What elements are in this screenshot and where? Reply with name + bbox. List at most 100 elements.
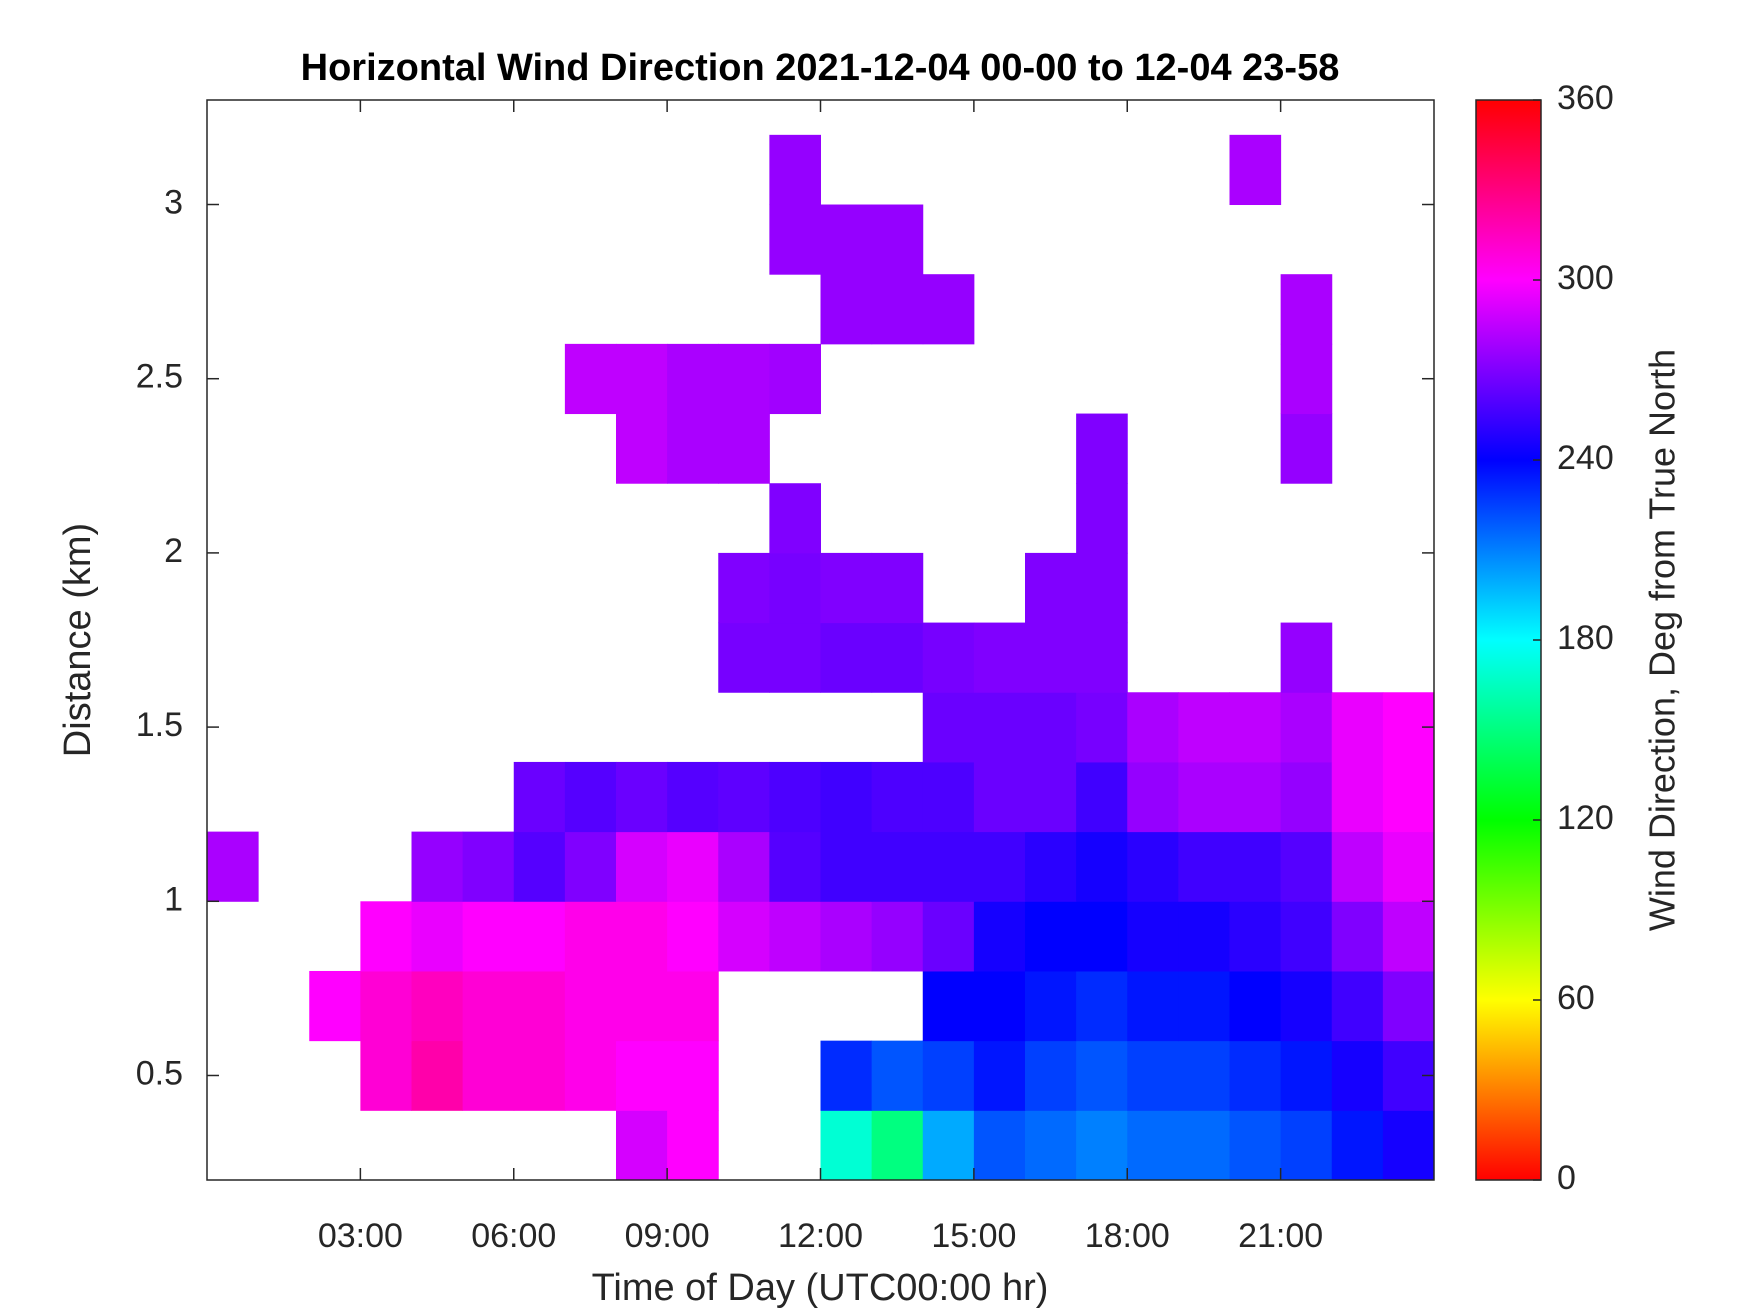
heatmap-cell — [820, 831, 873, 902]
heatmap-cell — [1076, 1110, 1128, 1180]
heatmap-cell — [973, 901, 1026, 972]
x-tick-label: 03:00 — [318, 1217, 403, 1255]
heatmap-cell — [769, 204, 821, 275]
heatmap-cell — [922, 622, 975, 693]
heatmap — [207, 134, 1434, 1180]
heatmap-cell — [820, 761, 873, 833]
heatmap-cell — [1280, 1040, 1333, 1111]
heatmap-cell — [616, 761, 668, 833]
heatmap-cell — [922, 901, 975, 972]
heatmap-cell — [667, 343, 719, 415]
heatmap-cell — [616, 901, 668, 972]
heatmap-cell — [769, 483, 821, 554]
heatmap-cell — [1178, 901, 1230, 972]
y-tick-label: 1 — [164, 880, 183, 918]
heatmap-cell — [718, 761, 770, 833]
heatmap-cell — [667, 761, 719, 833]
heatmap-cell — [973, 1110, 1026, 1180]
heatmap-cell — [309, 970, 361, 1042]
heatmap-cell — [1025, 552, 1077, 624]
heatmap-cell — [616, 343, 668, 415]
heatmap-cell — [360, 901, 412, 972]
heatmap-cell — [411, 1040, 464, 1111]
heatmap-cell — [871, 274, 924, 345]
heatmap-cell — [1229, 970, 1282, 1042]
heatmap-cell — [1025, 692, 1077, 763]
heatmap-cell — [360, 970, 412, 1042]
heatmap-cell — [871, 831, 924, 902]
heatmap-cell — [1229, 692, 1282, 763]
heatmap-cell — [718, 343, 770, 415]
heatmap-cell — [513, 901, 566, 972]
heatmap-cell — [973, 831, 1026, 902]
heatmap-cell — [616, 1110, 668, 1180]
heatmap-cell — [667, 831, 719, 902]
x-tick-label: 06:00 — [471, 1217, 556, 1255]
heatmap-cell — [769, 343, 821, 415]
heatmap-cell — [462, 901, 515, 972]
heatmap-cell — [922, 1110, 975, 1180]
heatmap-cell — [1382, 831, 1434, 902]
x-axis-label: Time of Day (UTC00:00 hr) — [592, 1267, 1049, 1309]
colorbar-tick-label: 60 — [1557, 979, 1595, 1017]
heatmap-cell — [1382, 901, 1434, 972]
heatmap-cell — [1178, 761, 1230, 833]
x-tick-label: 09:00 — [625, 1217, 710, 1255]
heatmap-cell — [411, 901, 464, 972]
heatmap-cell — [718, 901, 770, 972]
heatmap-cell — [718, 552, 770, 624]
heatmap-cell — [1178, 1110, 1230, 1180]
heatmap-cell — [1025, 1040, 1077, 1111]
heatmap-cell — [1025, 901, 1077, 972]
heatmap-cell — [1076, 970, 1128, 1042]
heatmap-cell — [1127, 1110, 1179, 1180]
x-tick-label: 21:00 — [1238, 1217, 1323, 1255]
y-tick-label: 3 — [164, 184, 183, 222]
heatmap-cell — [973, 692, 1026, 763]
heatmap-cell — [1229, 761, 1282, 833]
heatmap-cell — [1025, 1110, 1077, 1180]
heatmap-cell — [922, 831, 975, 902]
colorbar-tick-label: 360 — [1557, 79, 1614, 117]
heatmap-cell — [564, 761, 617, 833]
heatmap-cell — [1178, 831, 1230, 902]
heatmap-cell — [1280, 970, 1333, 1042]
colorbar-tick-label: 300 — [1557, 259, 1614, 297]
heatmap-cell — [1178, 692, 1230, 763]
heatmap-cell — [871, 204, 924, 275]
heatmap-cell — [820, 901, 873, 972]
heatmap-cell — [718, 622, 770, 693]
heatmap-cell — [616, 970, 668, 1042]
heatmap-cell — [718, 831, 770, 902]
heatmap-cell — [667, 901, 719, 972]
heatmap-cell — [462, 831, 515, 902]
heatmap-cell — [616, 831, 668, 902]
heatmap-cell — [1025, 761, 1077, 833]
heatmap-cell — [1127, 761, 1179, 833]
heatmap-cell — [360, 1040, 412, 1111]
heatmap-cell — [462, 970, 515, 1042]
y-tick-label: 0.5 — [136, 1054, 183, 1092]
heatmap-cell — [667, 1110, 719, 1180]
heatmap-cell — [1280, 831, 1333, 902]
heatmap-cell — [1076, 1040, 1128, 1111]
heatmap-cell — [1076, 901, 1128, 972]
heatmap-cell — [973, 1040, 1026, 1111]
heatmap-cell — [922, 970, 975, 1042]
heatmap-cell — [1076, 831, 1128, 902]
heatmap-cell — [462, 1040, 515, 1111]
heatmap-cell — [411, 970, 464, 1042]
y-tick-label: 2 — [164, 532, 183, 570]
heatmap-cell — [1229, 901, 1282, 972]
heatmap-cell — [616, 413, 668, 484]
heatmap-cell — [564, 831, 617, 902]
colorbar-label: Wind Direction, Deg from True North — [1642, 349, 1683, 931]
heatmap-cell — [1331, 692, 1384, 763]
heatmap-cell — [769, 622, 821, 693]
heatmap-cell — [1280, 1110, 1333, 1180]
heatmap-cell — [1127, 831, 1179, 902]
heatmap-cell — [1127, 692, 1179, 763]
heatmap-cell — [1127, 970, 1179, 1042]
heatmap-cell — [1076, 622, 1128, 693]
heatmap-cell — [564, 343, 617, 415]
